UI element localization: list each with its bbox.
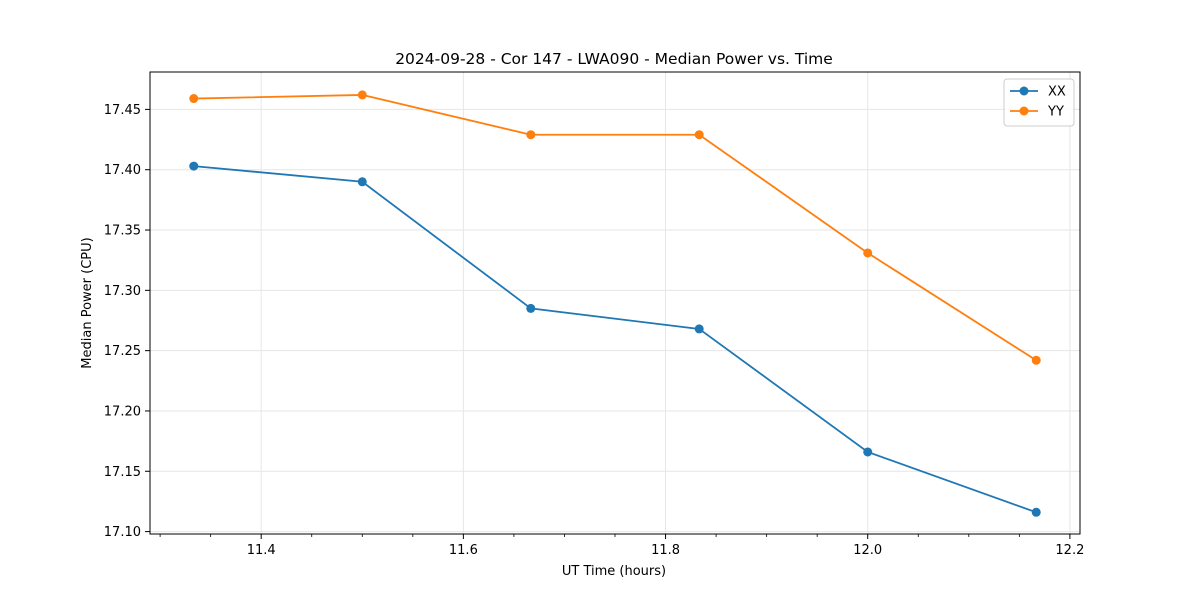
ticks: 11.4 11.6 11.8 12.0 12.2 17.10 17.15 17.20 17.25…	[104, 103, 1085, 558]
data-point-xx	[357, 177, 367, 187]
data-point-yy	[526, 130, 536, 140]
y-tick-label: 17.30	[104, 284, 141, 299]
chart-title: 2024-09-28 - Cor 147 - LWA090 - Median P…	[395, 50, 833, 68]
data-point-yy	[1031, 355, 1041, 365]
series-xx	[189, 161, 1041, 517]
series-line-xx	[193, 165, 1037, 514]
data-point-xx	[863, 447, 873, 457]
legend-label: YY	[1047, 105, 1064, 120]
y-tick-label: 17.15	[104, 465, 141, 480]
x-tick-label: 11.6	[449, 543, 478, 558]
data-point-yy	[189, 94, 199, 104]
y-tick-label: 17.45	[104, 103, 141, 118]
data-point-yy	[357, 90, 367, 100]
y-tick-label: 17.25	[104, 344, 141, 359]
series-line-yy	[193, 94, 1037, 362]
legend-marker	[1019, 106, 1029, 116]
legend-item-yy: YY	[1010, 105, 1064, 120]
legend: XX YY	[1003, 78, 1075, 127]
data-point-yy	[863, 248, 873, 258]
y-tick-label: 17.35	[104, 224, 141, 239]
x-tick-label: 11.4	[247, 543, 276, 558]
y-tick-label: 17.10	[104, 525, 141, 540]
x-tick-label: 11.8	[651, 543, 680, 558]
x-tick-label: 12.2	[1055, 543, 1084, 558]
legend-label: XX	[1048, 85, 1066, 100]
data-point-xx	[526, 303, 536, 313]
data-point-xx	[1031, 507, 1041, 517]
series-layer	[189, 90, 1041, 517]
x-axis-label: UT Time (hours)	[562, 564, 666, 579]
x-tick-label: 12.0	[853, 543, 882, 558]
legend-marker	[1019, 86, 1029, 96]
data-point-xx	[189, 161, 199, 171]
series-yy	[189, 90, 1041, 365]
legend-item-xx: XX	[1010, 85, 1066, 100]
y-tick-label: 17.20	[104, 404, 141, 419]
y-tick-label: 17.40	[104, 163, 141, 178]
y-axis-label: Median Power (CPU)	[80, 237, 95, 368]
data-point-xx	[694, 324, 704, 334]
data-point-yy	[694, 130, 704, 140]
